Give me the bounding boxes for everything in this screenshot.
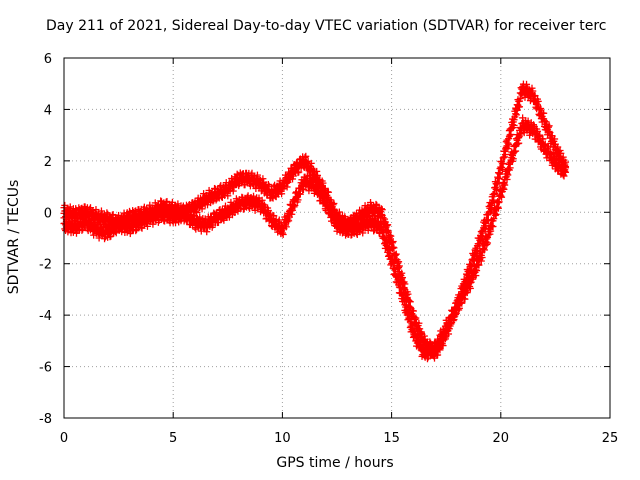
x-tick-label: 0	[60, 431, 68, 446]
data-point	[477, 228, 485, 241]
data-point	[500, 180, 508, 193]
data-point	[515, 134, 523, 147]
data-marks	[60, 80, 570, 363]
data-point	[504, 139, 512, 153]
data-point	[494, 169, 502, 182]
data-point	[103, 209, 111, 222]
data-point	[470, 262, 478, 275]
data-point	[410, 327, 418, 340]
data-point	[495, 169, 503, 183]
data-point	[394, 270, 402, 284]
data-point	[388, 252, 396, 266]
data-point	[383, 235, 391, 249]
data-point	[399, 289, 407, 303]
data-point	[545, 122, 553, 135]
y-tick-label: -6	[39, 361, 52, 376]
y-tick-label: 2	[44, 155, 52, 170]
data-point	[494, 199, 502, 212]
x-tick-label: 25	[602, 431, 619, 446]
data-point	[405, 308, 413, 322]
tick-labels: 0 5 10 15 20 25 -8 -6 -4 -2 0 2 4 6	[39, 52, 618, 446]
chart-title: Day 211 of 2021, Sidereal Day-to-day VTE…	[46, 18, 607, 34]
x-tick-label: 10	[274, 431, 291, 446]
y-tick-label: 0	[44, 206, 52, 221]
x-tick-label: 20	[493, 431, 510, 446]
y-tick-label: -2	[39, 258, 52, 273]
data-point	[561, 162, 569, 175]
grid	[63, 57, 611, 419]
x-tick-label: 5	[169, 431, 177, 446]
data-point	[483, 235, 491, 248]
data-point	[472, 266, 480, 280]
y-tick-label: -8	[39, 412, 52, 427]
data-point	[503, 170, 511, 183]
data-point	[290, 197, 298, 211]
data-point	[455, 300, 463, 314]
data-point	[378, 206, 386, 219]
plot-frame	[63, 57, 611, 419]
y-tick-label: 6	[44, 52, 52, 67]
x-axis-label: GPS time / hours	[276, 455, 394, 471]
y-tick-label: -4	[39, 309, 52, 324]
x-tick-label: 15	[383, 431, 400, 446]
data-point	[363, 216, 371, 230]
y-tick-label: 4	[44, 103, 52, 118]
data-point	[562, 163, 570, 176]
data-point	[507, 125, 515, 138]
data-point	[377, 205, 385, 218]
data-point	[319, 194, 327, 208]
